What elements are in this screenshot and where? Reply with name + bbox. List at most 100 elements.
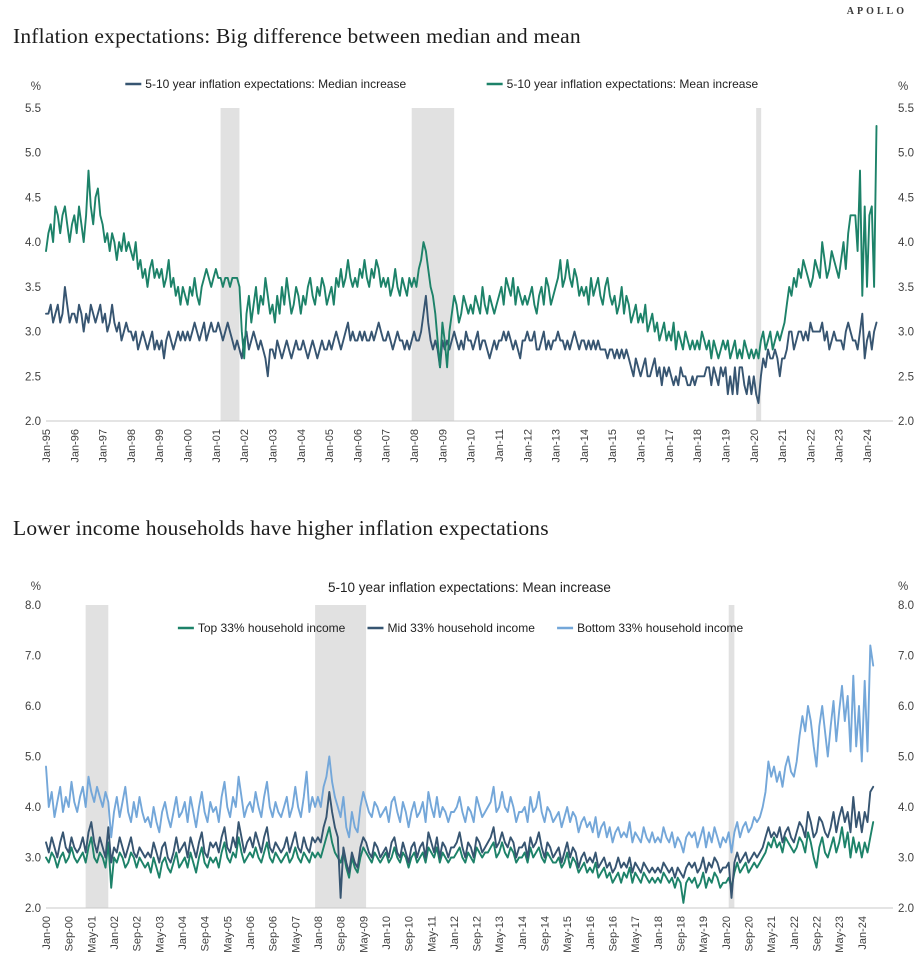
x-tick-label: Jan-24 — [862, 429, 874, 463]
x-tick-label: Jan-08 — [409, 429, 421, 463]
legend-label: Top 33% household income — [198, 621, 346, 635]
apollo-logo: APOLLO — [846, 6, 907, 17]
y-tick-label: 2.0 — [898, 416, 914, 428]
top-chart: % % 5.5 5.5 5.0 5.0 4.5 4.5 4.0 4.0 3.5 3.5 3.0 3.0 2.… — [25, 77, 914, 463]
y-tick-label: 5.0 — [898, 752, 914, 764]
y-tick-label: 4.5 — [898, 192, 914, 204]
y-tick-label: 3.0 — [898, 327, 914, 339]
x-tick-label: Jan-20 — [721, 916, 733, 950]
y-tick-label: 6.0 — [25, 701, 41, 713]
y-tick-label: 3.0 — [25, 853, 41, 865]
chart-legend: 5-10 year inflation expectations: Median… — [125, 77, 758, 91]
x-tick-label: Sep-02 — [132, 916, 144, 951]
legend-label: 5-10 year inflation expectations: Mean i… — [507, 77, 759, 91]
y-tick-label: 5.0 — [25, 148, 41, 160]
x-tick-label: May-03 — [154, 916, 166, 953]
series-line — [45, 285, 878, 405]
x-tick-label: Jan-24 — [857, 916, 869, 950]
x-tick-label: Jan-01 — [211, 429, 223, 463]
x-tick-label: Jan-10 — [466, 429, 478, 463]
legend-label: Mid 33% household income — [387, 621, 535, 635]
x-tick-label: May-11 — [426, 916, 438, 952]
recession-band — [411, 108, 455, 421]
y-tick-label: 5.5 — [898, 103, 914, 115]
x-tick-label: Sep-16 — [608, 916, 620, 951]
y-tick-label: 7.0 — [898, 651, 914, 663]
y-axis-ticks: % % 5.5 5.5 5.0 5.0 4.5 4.5 4.0 4.0 3.5 3.5 3.0 3.0 2.… — [25, 81, 914, 428]
y-axis-unit-left: % — [31, 581, 41, 593]
recession-bands — [85, 605, 735, 908]
bottom-chart-title: Lower income households have higher infl… — [13, 516, 549, 540]
x-tick-label: Jan-13 — [551, 429, 563, 463]
x-tick-label: Jan-04 — [296, 429, 308, 463]
y-tick-label: 4.0 — [25, 802, 41, 814]
x-tick-label: Jan-18 — [653, 916, 665, 950]
x-axis-ticks: Jan-95 Jan-96 Jan-97 Jan-98 Jan-99 Jan-00 Jan-… — [41, 429, 874, 463]
y-axis-unit-right: % — [898, 581, 908, 593]
y-tick-label: 4.0 — [898, 802, 914, 814]
x-tick-label: Jan-14 — [517, 916, 529, 950]
x-tick-label: Jan-16 — [636, 429, 648, 463]
x-tick-label: Sep-00 — [64, 916, 76, 951]
y-tick-label: 6.0 — [898, 701, 914, 713]
x-tick-label: Jan-19 — [720, 429, 732, 463]
x-tick-label: Jan-97 — [98, 429, 110, 463]
x-tick-label: Sep-12 — [472, 916, 484, 951]
y-tick-label: 2.0 — [898, 903, 914, 915]
x-tick-label: Jan-04 — [177, 916, 189, 950]
x-tick-label: Jan-07 — [381, 429, 393, 463]
y-tick-label: 3.0 — [898, 853, 914, 865]
recession-band — [756, 108, 762, 421]
y-axis-unit-left: % — [31, 81, 41, 93]
y-tick-label: 5.0 — [898, 148, 914, 160]
y-tick-label: 5.5 — [25, 103, 41, 115]
x-tick-label: Jan-99 — [154, 429, 166, 463]
y-tick-label: 4.0 — [25, 237, 41, 249]
y-axis-ticks: % % 8.0 8.0 7.0 7.0 6.0 6.0 5.0 5.0 4.0 4.0 3.0 3.0 2.… — [25, 581, 914, 915]
x-tick-label: Sep-22 — [812, 916, 824, 951]
x-tick-label: May-01 — [86, 916, 98, 953]
y-tick-label: 7.0 — [25, 651, 41, 663]
x-tick-label: Jan-14 — [579, 429, 591, 463]
x-tick-label: Sep-20 — [744, 916, 756, 951]
x-tick-label: Jan-17 — [664, 429, 676, 463]
recession-band — [728, 605, 735, 908]
x-tick-label: Jan-06 — [245, 916, 257, 950]
y-tick-label: 5.0 — [25, 752, 41, 764]
x-axis-ticks: Jan-00 Sep-00 May-01 Jan-02 Sep-02 May-03 Jan-… — [41, 916, 869, 953]
x-tick-label: Sep-18 — [676, 916, 688, 951]
x-tick-label: Jan-98 — [126, 429, 138, 463]
chart-subtitle: 5-10 year inflation expectations: Mean i… — [328, 580, 611, 595]
chart-legend: Top 33% household income Mid 33% househol… — [177, 621, 744, 635]
recession-band — [220, 108, 240, 421]
x-tick-label: Jan-22 — [789, 916, 801, 950]
x-tick-label: Jan-03 — [267, 429, 279, 463]
x-tick-label: May-07 — [290, 916, 302, 953]
y-tick-label: 8.0 — [25, 600, 41, 612]
x-tick-label: Jan-00 — [41, 916, 53, 950]
x-tick-label: Sep-10 — [404, 916, 416, 951]
x-tick-label: Jan-11 — [494, 429, 506, 462]
x-tick-label: Jan-02 — [109, 916, 121, 950]
x-tick-label: Jan-06 — [352, 429, 364, 463]
x-tick-label: May-19 — [698, 916, 710, 953]
x-tick-label: Sep-06 — [268, 916, 280, 951]
x-tick-label: Jan-10 — [381, 916, 393, 950]
x-tick-label: May-15 — [562, 916, 574, 953]
x-tick-label: Jan-02 — [239, 429, 251, 463]
x-tick-label: Jan-96 — [69, 429, 81, 463]
x-tick-label: May-21 — [766, 916, 778, 953]
x-tick-label: Jan-09 — [437, 429, 449, 463]
x-tick-label: Jan-20 — [749, 429, 761, 463]
y-tick-label: 3.5 — [25, 282, 41, 294]
legend-label: Bottom 33% household income — [577, 621, 743, 635]
x-tick-label: Jan-23 — [834, 429, 846, 463]
x-tick-label: Jan-18 — [692, 429, 704, 463]
y-axis-unit-right: % — [898, 81, 908, 93]
x-tick-label: Sep-14 — [540, 916, 552, 951]
series-line — [45, 124, 878, 369]
recession-bands — [220, 108, 762, 421]
y-tick-label: 8.0 — [898, 600, 914, 612]
y-tick-label: 2.0 — [25, 903, 41, 915]
x-tick-label: Jan-22 — [805, 429, 817, 463]
